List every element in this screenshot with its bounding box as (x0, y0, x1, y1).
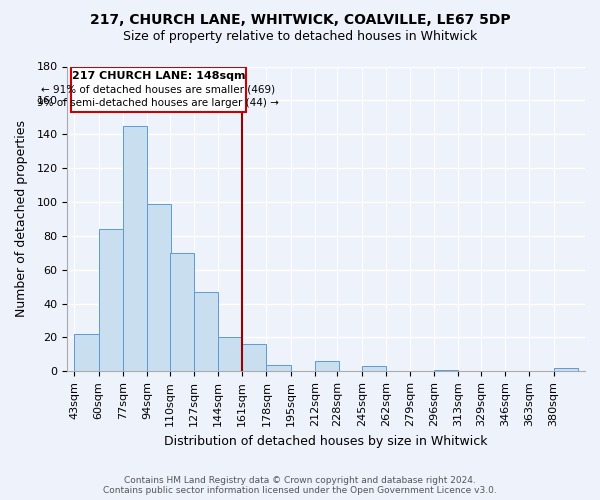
Bar (147, 204, 171, 372)
Text: 217, CHURCH LANE, WHITWICK, COALVILLE, LE67 5DP: 217, CHURCH LANE, WHITWICK, COALVILLE, L… (89, 12, 511, 26)
Text: Size of property relative to detached houses in Whitwick: Size of property relative to detached ho… (123, 30, 477, 43)
Y-axis label: Number of detached properties: Number of detached properties (15, 120, 28, 318)
Bar (194, 292, 218, 372)
Text: Contains HM Land Registry data © Crown copyright and database right 2024.
Contai: Contains HM Land Registry data © Crown c… (103, 476, 497, 495)
Bar (123, 126, 147, 372)
Text: 9% of semi-detached houses are larger (44) →: 9% of semi-detached houses are larger (4… (37, 98, 279, 108)
FancyBboxPatch shape (71, 66, 246, 112)
Bar (242, 344, 266, 372)
Text: 217 CHURCH LANE: 148sqm: 217 CHURCH LANE: 148sqm (71, 71, 245, 81)
Bar (218, 338, 242, 372)
Bar (266, 364, 290, 372)
Bar (315, 361, 339, 372)
Text: ← 91% of detached houses are smaller (469): ← 91% of detached houses are smaller (46… (41, 84, 275, 94)
Bar (434, 370, 458, 372)
Bar (98, 229, 123, 372)
Bar (554, 368, 578, 372)
X-axis label: Distribution of detached houses by size in Whitwick: Distribution of detached houses by size … (164, 434, 488, 448)
Bar (362, 366, 386, 372)
Bar (170, 253, 194, 372)
Bar (74, 334, 98, 372)
